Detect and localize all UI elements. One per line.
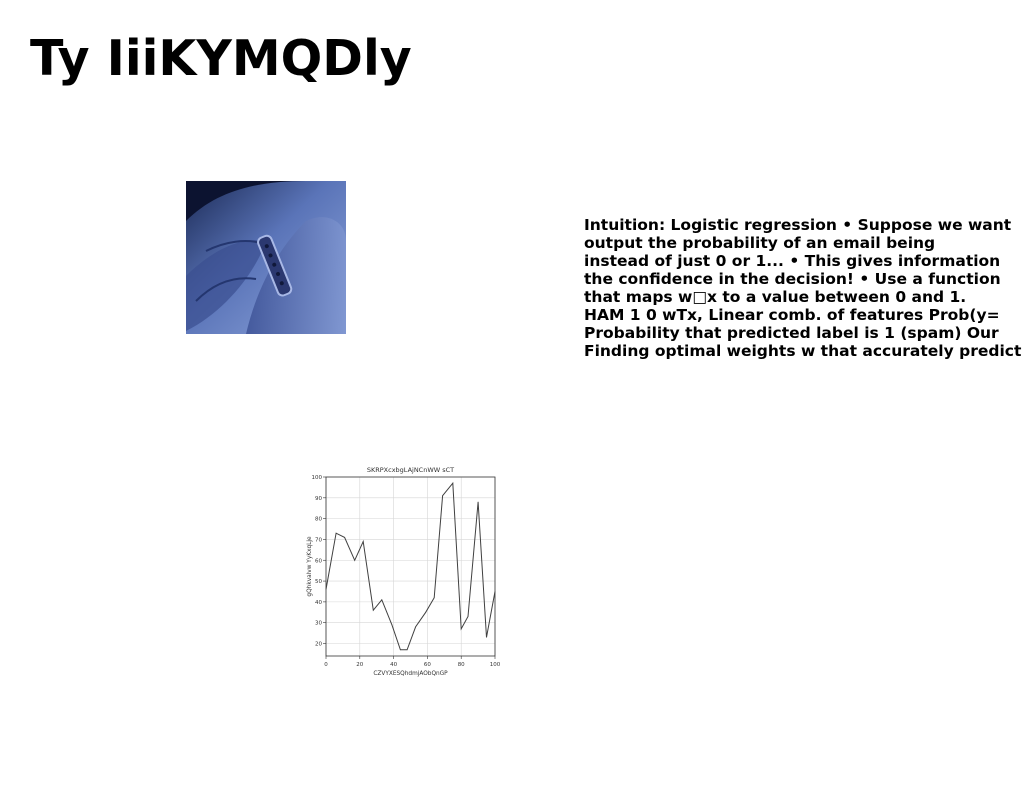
x-tick-label: 40 [390, 662, 397, 668]
data-point [399, 649, 401, 651]
data-point [372, 609, 374, 611]
y-tick-label: 100 [312, 475, 323, 481]
body-text-line: output the probability of an email being [584, 234, 936, 252]
data-point [442, 495, 444, 497]
y-tick-label: 20 [315, 642, 322, 648]
data-point [406, 649, 408, 651]
y-tick-label: 80 [315, 517, 322, 523]
ring-on-finger-photo [186, 181, 346, 334]
y-axis-label: gQhkvalvw YyKxqLje [307, 536, 313, 597]
data-point [335, 532, 337, 534]
y-tick-label: 90 [315, 496, 322, 502]
series-line [325, 481, 496, 651]
data-point [415, 626, 416, 628]
x-tick-label: 60 [424, 662, 431, 668]
data-point [362, 541, 364, 542]
body-text-line: Finding optimal weights w that accuratel… [584, 342, 1022, 360]
x-tick-label: 100 [490, 662, 501, 668]
data-point [467, 616, 469, 617]
data-point [425, 611, 427, 613]
data-point [477, 501, 479, 503]
body-text-line: instead of just 0 or 1... • This gives i… [584, 252, 1001, 270]
data-point [381, 599, 383, 601]
data-point [344, 536, 345, 538]
y-tick-label: 40 [315, 600, 322, 606]
data-point [452, 482, 454, 484]
data-point [460, 628, 462, 630]
chart-title: SKRPXcxbgLAjNCnWW sCT [367, 466, 454, 474]
body-text-line: HAM 1 0 wTx, Linear comb. of features Pr… [584, 306, 1000, 324]
page-title: Ty IiiKYMQDly [30, 30, 412, 87]
data-point [325, 588, 327, 590]
body-text-line: Probability that predicted label is 1 (s… [584, 324, 999, 342]
body-text-line: the confidence in the decision! • Use a … [584, 270, 1001, 288]
data-point [494, 591, 496, 592]
line-chart: 0 20 40 60 80 100 20 30 40 50 60 70 80 90 100 SKRPXcxbg… [307, 466, 501, 677]
x-tick-label: 0 [324, 662, 328, 668]
data-point [391, 624, 393, 626]
data-point [486, 636, 487, 638]
body-text-line: that maps w□x to a value between 0 and 1… [584, 288, 967, 306]
y-tick-label: 50 [315, 579, 322, 585]
y-tick-label: 70 [315, 537, 322, 543]
plot-frame [325, 476, 496, 657]
x-tick-label: 20 [356, 662, 363, 668]
x-tick-label: 80 [458, 662, 465, 668]
data-point [433, 597, 435, 599]
y-tick-label: 60 [315, 558, 322, 564]
x-axis-label: CZVYXESQhdmjAObQnGP [373, 671, 448, 677]
data-point [354, 559, 356, 561]
body-text-line: Intuition: Logistic regression • Suppose… [584, 216, 1012, 234]
body-text: Intuition: Logistic regression • Suppose… [584, 216, 1024, 360]
y-tick-label: 30 [315, 621, 322, 627]
